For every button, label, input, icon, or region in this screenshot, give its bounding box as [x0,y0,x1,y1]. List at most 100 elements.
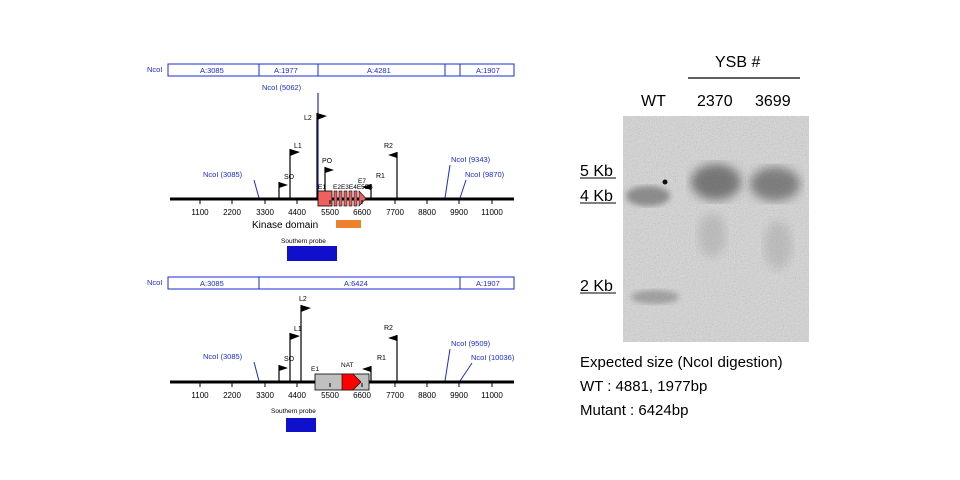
bottom-scale-label: 11000 [481,391,503,400]
lane-label-2370: 2370 [697,93,733,110]
top-ncoi-3085-label: NcoI (3085) [203,170,243,179]
top-scale-label: 6600 [353,208,371,217]
top-primer-l2: L2 [304,113,327,198]
bottom-e1-label: E1 [311,366,319,373]
bottom-probe-label: Southern probe [271,408,316,415]
bottom-ncoi-9509-line [444,348,451,382]
bottom-scale-label: 6600 [353,391,371,400]
top-segment-label: A:1977 [274,66,298,75]
expected-size-text: Expected size (NcoI digestion) WT : 4881… [580,354,783,419]
top-primer-r2: R2 [384,143,398,198]
top-primer-so: SO [278,174,295,198]
top-fragment-bar [167,63,515,77]
expected-line-3: Mutant : 6424bp [580,402,688,419]
lane-2370-smear [698,213,726,257]
top-scale-label: 1100 [191,208,209,217]
top-scale-label: 7700 [386,208,404,217]
bottom-primer-l1: L1 [289,326,302,381]
top-probe-bar [287,246,337,261]
bottom-segment-label: A:1907 [476,279,500,288]
svg-text:SO: SO [284,174,295,181]
top-exon-e1-label: E1 [318,184,326,191]
nat-marker-arrow [341,373,362,391]
top-primer-r1: R1 [362,173,385,198]
wt-band-lower [631,290,679,304]
bottom-segment-label: A:6424 [344,279,368,288]
top-scale-label: 9900 [450,208,468,217]
top-ncoi-9870-line [459,179,467,199]
bottom-scale-label: 7700 [386,391,404,400]
top-scale-label: 3300 [256,208,274,217]
top-primer-l1: L1 [289,143,302,198]
blot-membrane [623,116,809,342]
top-scale-ticks [199,200,493,204]
svg-text:R2: R2 [384,325,393,332]
bottom-ncoi-3085-line [253,361,260,382]
bottom-primer-so: SO [278,356,295,381]
bottom-ncoi-10036-label: NcoI (10036) [471,353,515,362]
svg-text:L2: L2 [304,115,312,122]
nat-label: NAT [341,362,354,369]
marker-2kb: 2 Kb [580,278,613,295]
bottom-scale-label: 9900 [450,391,468,400]
top-segment-label: A:1907 [476,66,500,75]
top-ncoi-9343-line [444,164,451,199]
lane-3699-smear [764,221,792,269]
lane-label-3699: 3699 [755,93,791,110]
bottom-scale-label: 8800 [418,391,436,400]
expected-line-2: WT : 4881, 1977bp [580,378,707,395]
bottom-primer-l2: L2 [299,296,311,381]
top-ncoi-9343-label: NcoI (9343) [451,155,491,164]
top-ncoi-9870-label: NcoI (9870) [465,170,505,179]
top-ncoi-bar-label: NcoI [147,65,162,74]
top-map: NcoI A:3085 A:1977 A:4281 A:1907 NcoI (5… [147,63,515,261]
bottom-ncoi-9509-label: NcoI (9509) [451,339,491,348]
bottom-fragment-bar [167,276,515,290]
top-exon [333,190,338,207]
top-segment-label: A:4281 [367,66,391,75]
kinase-domain-bar [336,220,361,228]
top-exon [343,190,348,207]
bottom-primer-r2: R2 [384,325,398,381]
top-scale-label: 4400 [288,208,306,217]
top-scale-label: 5500 [321,208,339,217]
blot-title: YSB # [715,54,760,71]
top-exon-e7-label: E7 [358,178,366,185]
wt-band-upper [626,186,670,206]
bottom-scale-ticks [199,383,493,387]
lane-3699-band [750,167,800,201]
bottom-primer-r1: R1 [362,355,386,381]
bottom-scale-label: 4400 [288,391,306,400]
svg-text:PO: PO [322,158,333,165]
bottom-scale-label: 2200 [223,391,241,400]
expected-line-1: Expected size (NcoI digestion) [580,354,783,371]
top-ncoi-3085-line [253,179,260,199]
svg-text:L2: L2 [299,296,307,303]
svg-text:R1: R1 [376,173,385,180]
top-exon [338,190,343,207]
bottom-scale-label: 3300 [256,391,274,400]
bottom-ncoi-bar-label: NcoI [147,278,162,287]
lane-2370-band [691,164,741,200]
svg-text:R1: R1 [377,355,386,362]
top-exon [348,190,353,207]
svg-text:L1: L1 [294,143,302,150]
marker-4kb: 4 Kb [580,188,613,205]
top-scale-label: 8800 [418,208,436,217]
bottom-scale-label: 5500 [321,391,339,400]
top-exon-1 [317,190,333,207]
top-ncoi-5062-label: NcoI (5062) [262,83,302,92]
svg-text:L1: L1 [294,326,302,333]
bottom-ncoi-3085-label: NcoI (3085) [203,352,243,361]
top-scale-label: 11000 [481,208,503,217]
bottom-probe-bar [286,418,316,432]
bottom-segment-label: A:3085 [200,279,224,288]
southern-blot: YSB # WT 2370 3699 5 Kb 4 Kb 2 Kb [580,54,809,342]
bottom-map: NcoI A:3085 A:6424 A:1907 L2 L1 SO R1 [147,276,515,432]
svg-text:R2: R2 [384,143,393,150]
top-exon-e2-6-label: E2E3E4E5E6 [333,184,373,191]
top-segment-label: A:3085 [200,66,224,75]
kinase-domain-label: Kinase domain [252,220,318,231]
blot-speck [662,179,668,185]
